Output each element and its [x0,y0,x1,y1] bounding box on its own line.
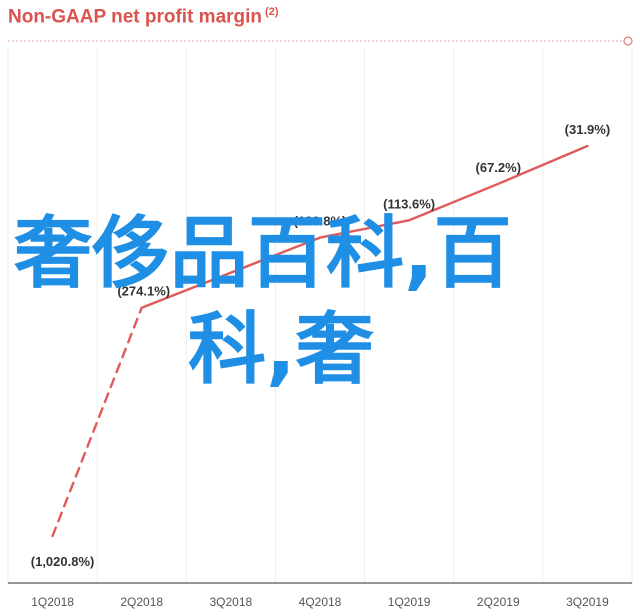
title-footnote: (2) [265,6,279,18]
data-label: (274.1%) [117,284,170,299]
series-segment [140,236,322,309]
title-rule [8,36,633,46]
x-tick-label: 3Q2019 [566,595,609,609]
x-tick-label: 4Q2018 [299,595,342,609]
grid-lines [7,48,633,583]
data-label: (113.6%) [383,196,435,211]
x-tick-label: 1Q2019 [388,595,431,609]
data-label: (1,020.8%) [31,554,95,569]
chart-title: Non-GAAP net profit margin (2) [8,6,279,28]
series-segment [497,144,589,186]
title-underline-end [623,36,633,46]
series-segment-dashed [51,306,143,538]
x-tick-label: 2Q2018 [120,595,163,609]
data-labels: (1,020.8%) (274.1%) (139.8%) (113.6%) (67.2%… [31,122,610,569]
data-label: (139.8%) [294,214,347,229]
series-segment [318,219,411,239]
x-tick-labels: 1Q2018 2Q2018 3Q2018 4Q2018 1Q2019 2Q2019 3Q20… [31,595,609,609]
series-segment [407,182,500,222]
data-label: (67.2%) [476,160,522,175]
series-line [51,144,589,538]
x-tick-label: 3Q2018 [210,595,253,609]
data-label: (31.9%) [565,122,611,137]
x-tick-label: 1Q2018 [31,595,74,609]
x-tick-label: 2Q2019 [477,595,520,609]
